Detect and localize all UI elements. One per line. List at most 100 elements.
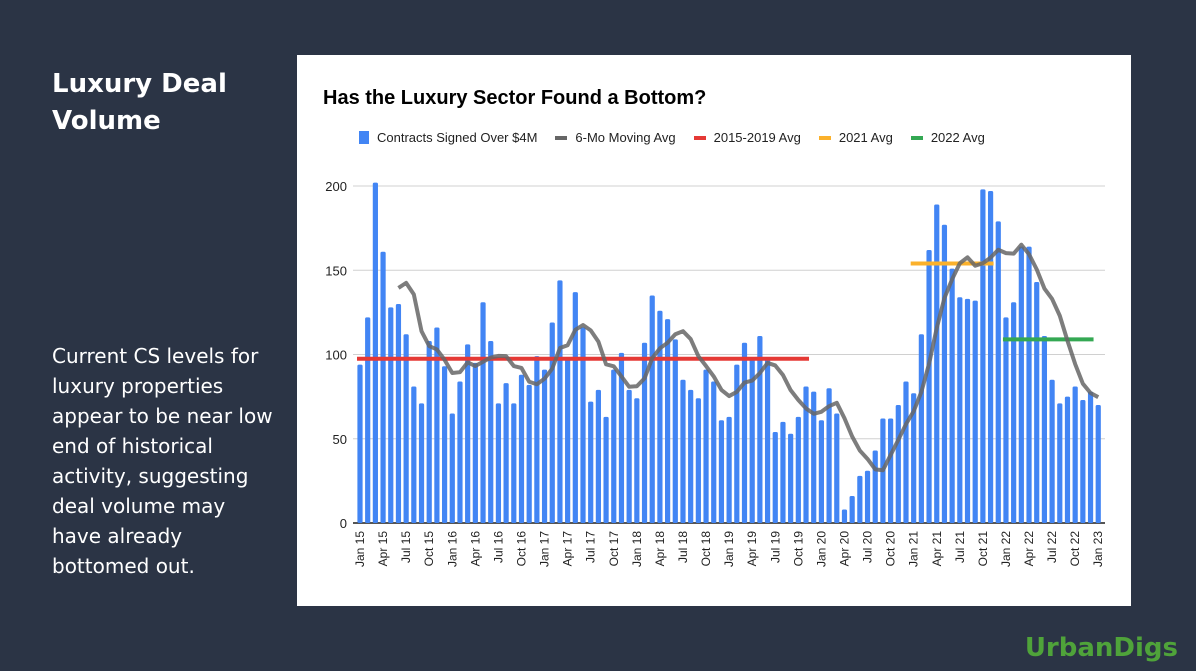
x-tick-label: Jul 15 [399,531,413,563]
bar [864,470,871,523]
bar [987,191,994,523]
bar [1018,246,1024,523]
bar [441,366,448,523]
bar [426,341,432,523]
bar [372,182,378,523]
x-tick-label: Oct 18 [699,531,713,567]
legend-swatch [693,135,706,140]
bar [465,344,471,523]
bar [557,280,563,523]
bar [803,386,809,523]
bar [703,369,709,523]
bar [1041,335,1048,523]
x-tick-label: Jan 21 [907,531,921,567]
bar [518,374,525,523]
bar [941,224,948,523]
legend-item: Contracts Signed Over $4M [359,130,537,145]
bar [834,413,840,523]
bar [1034,282,1040,523]
bar [1080,399,1086,523]
bar [588,401,594,523]
bar [580,327,586,523]
y-tick-label: 150 [325,263,347,278]
bar [1003,317,1009,523]
x-tick-label: Apr 21 [930,531,944,567]
bar [503,383,509,523]
bar [741,342,748,523]
bar [680,379,686,523]
bar [611,369,617,523]
bar [449,413,455,523]
legend-label: 2022 Avg [930,130,985,145]
x-tick-label: Apr 15 [376,531,390,567]
bar [841,509,848,523]
bar [1087,391,1094,523]
bar [488,341,494,523]
legend-item: 2022 Avg [910,130,985,145]
bar [711,381,717,523]
x-tick-label: Jul 22 [1045,531,1059,563]
bar [857,475,863,523]
bar [457,381,463,523]
legend-item: 6-Mo Moving Avg [555,130,676,145]
bar [949,268,955,523]
legend-label: 6-Mo Moving Avg [575,130,676,145]
legend-swatch [359,131,369,144]
bar [918,334,924,523]
bar [788,433,794,523]
bar [1057,403,1063,523]
x-tick-label: Oct 19 [791,531,805,567]
x-tick-label: Apr 19 [745,531,759,567]
bar [572,292,578,523]
bar [418,403,425,523]
legend-label: 2015-2019 Avg [713,130,801,145]
x-tick-label: Jul 16 [491,531,505,563]
x-tick-label: Apr 16 [468,531,482,567]
x-tick-label: Apr 20 [837,531,851,567]
bar [972,300,978,523]
x-tick-label: Oct 20 [884,531,898,567]
x-tick-label: Jan 18 [630,531,644,567]
bar [934,204,940,523]
x-tick-label: Jan 20 [814,531,828,567]
bar [618,352,625,523]
bar [395,303,402,523]
bar [980,189,986,523]
bar [365,317,371,523]
legend-item: 2015-2019 Avg [693,130,801,145]
legend-swatch [555,135,568,140]
bar [688,389,694,523]
legend-label: 2021 Avg [838,130,893,145]
bar [749,357,755,523]
legend-item: 2021 Avg [818,130,893,145]
bar [403,334,409,523]
chart-title: Has the Luxury Sector Found a Bottom? [323,87,707,109]
bar [1049,379,1055,523]
legend-label: Contracts Signed Over $4M [377,130,538,145]
bar [757,335,763,523]
bar [603,416,609,523]
bar [1064,396,1071,523]
bar [672,339,678,523]
bar [1026,246,1032,523]
bar [380,251,386,523]
bar [718,420,725,523]
bar [665,319,671,523]
legend: Contracts Signed Over $4M 6-Mo Moving Avg… [359,130,985,145]
x-tick-label: Jan 22 [999,531,1013,567]
x-tick-label: Oct 15 [422,531,436,567]
bar [888,418,894,523]
bar [472,362,478,523]
bar [957,297,963,523]
x-tick-label: Jan 15 [353,531,367,567]
bar [872,450,878,523]
chart-card: Has the Luxury Sector Found a Bottom? Co… [297,55,1131,606]
bar [826,388,832,523]
bar [357,364,363,523]
bar [995,221,1001,523]
y-tick-label: 100 [325,348,347,363]
urbandigs-logo: UrbanDigs [1024,633,1178,663]
bar [526,384,532,523]
bar [764,359,771,523]
bar [634,398,640,523]
